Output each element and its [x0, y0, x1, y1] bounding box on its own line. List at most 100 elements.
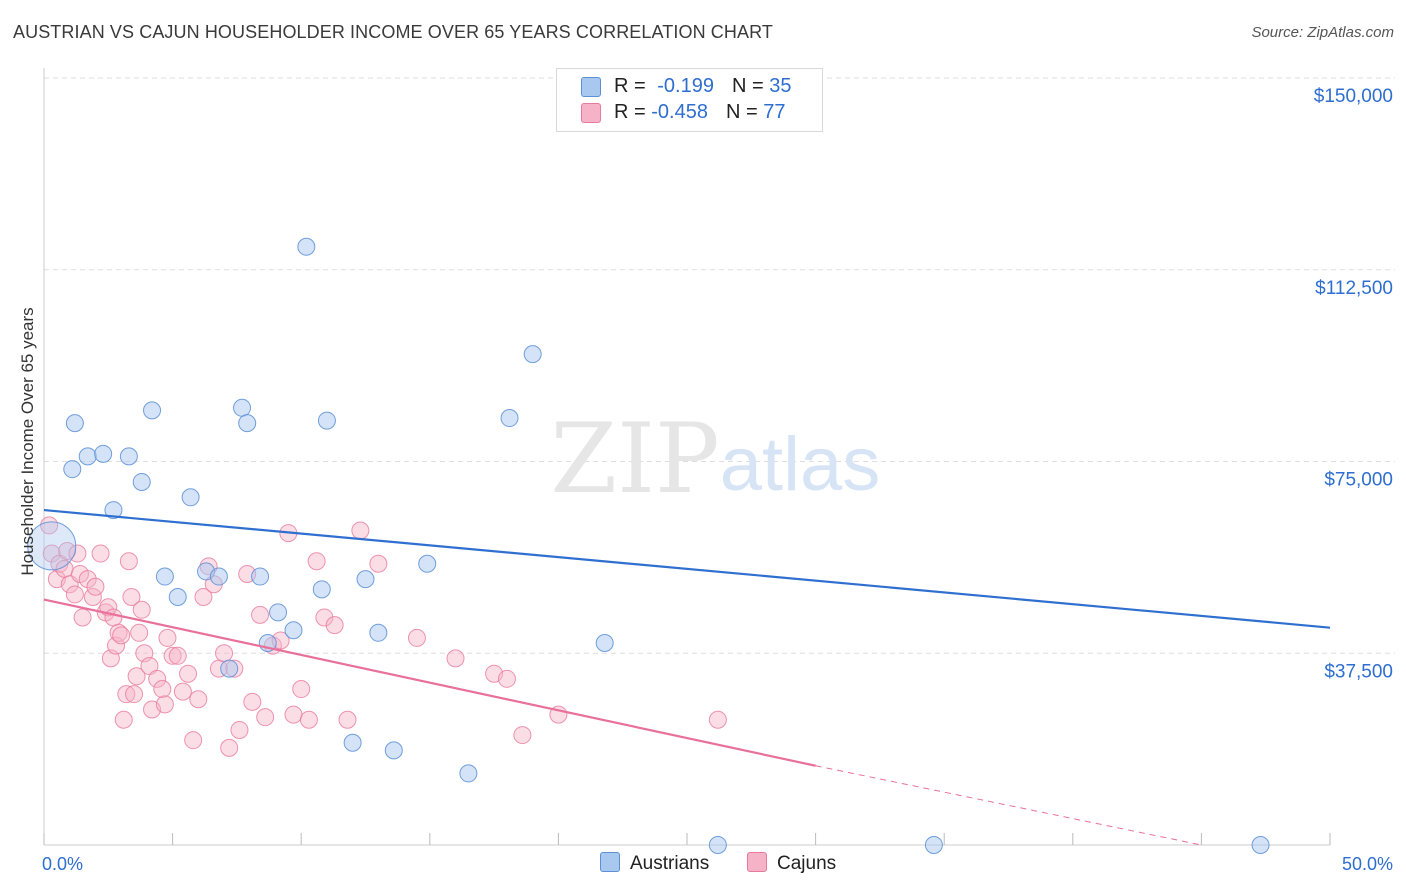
cajun-point: [104, 608, 123, 627]
austrian-point: [297, 237, 316, 256]
cajun-point: [251, 605, 270, 624]
trend-lines: [43, 508, 1331, 846]
austrian-point: [155, 567, 174, 586]
austrians-trend-line: [43, 508, 1331, 629]
cajun-point: [68, 544, 87, 563]
austrian-point: [220, 659, 239, 678]
cajun-point: [155, 695, 174, 714]
cajun-point: [163, 646, 182, 665]
cajun-point: [117, 685, 136, 704]
legend-r-value: -0.458: [651, 101, 708, 123]
watermark-zip: ZIP: [550, 403, 719, 515]
austrian-point: [251, 567, 270, 586]
legend-n-value: 77: [763, 101, 786, 123]
austrian-point: [119, 447, 138, 466]
correlation-legend: R = -0.199 N = 35 R = -0.458 N = 77: [556, 68, 823, 132]
bottom-legend-swatch-austrians: [600, 852, 620, 872]
austrian-point: [143, 401, 162, 420]
austrian-point: [343, 733, 362, 752]
x-tick-labels: 0.0% 50.0%: [42, 854, 1393, 874]
austrian-point: [132, 472, 151, 491]
cajun-point: [114, 710, 133, 729]
austrian-point: [369, 623, 388, 642]
bottom-legend-label-austrians: Austrians: [630, 853, 710, 874]
cajun-point: [158, 628, 177, 647]
cajun-point: [194, 588, 213, 607]
cajun-point: [243, 692, 262, 711]
cajun-point: [173, 682, 192, 701]
cajun-point: [256, 708, 275, 727]
cajun-point: [109, 623, 128, 642]
y-tick-label: $112,500: [1315, 278, 1393, 299]
austrian-point: [284, 621, 303, 640]
y-tick-labels: $37,500 $75,000 $112,500 $150,000: [1314, 86, 1393, 682]
cajun-point: [179, 664, 198, 683]
cajun-point: [83, 588, 102, 607]
bottom-legend-cajuns: Cajuns: [747, 852, 836, 876]
austrian-point: [94, 444, 113, 463]
cajun-point: [122, 588, 141, 607]
cajun-point: [168, 646, 187, 665]
cajun-point: [86, 577, 105, 596]
cajun-point: [42, 544, 61, 563]
legend-r-label: R =: [614, 75, 652, 97]
cajun-point: [220, 738, 239, 757]
cajun-point: [284, 705, 303, 724]
cajun-point: [78, 570, 97, 589]
cajun-point: [184, 731, 203, 750]
bottom-legend-label-cajuns: Cajuns: [777, 853, 837, 874]
cajun-point: [127, 667, 146, 686]
y-axis-label: Householder Income Over 65 years: [18, 307, 37, 576]
cajun-point: [497, 669, 516, 688]
austrian-point: [356, 570, 375, 589]
austrian-point: [459, 764, 478, 783]
cajun-point: [153, 680, 172, 699]
y-tick-label: $150,000: [1314, 86, 1393, 107]
cajuns-trend-extension: [815, 765, 1202, 846]
legend-n-value: 35: [769, 75, 792, 97]
cajuns-trend-line: [43, 598, 816, 767]
austrian-point: [595, 634, 614, 653]
y-tick-label: $37,500: [1324, 661, 1393, 682]
cajun-point: [119, 552, 138, 571]
legend-r-label: R =: [614, 101, 652, 123]
watermark: ZIP atlas: [550, 403, 880, 515]
legend-r-value: -0.199: [657, 75, 714, 97]
cajun-point: [148, 669, 167, 688]
cajun-point: [65, 585, 84, 604]
austrian-point: [209, 567, 228, 586]
austrian-point: [1251, 836, 1270, 854]
x-tick-label: 0.0%: [42, 854, 83, 874]
cajun-point: [299, 710, 318, 729]
legend-text-cajuns: R = -0.458 N = 77: [614, 101, 785, 124]
cajun-point: [215, 644, 234, 663]
cajun-point: [40, 516, 59, 535]
cajun-point: [292, 680, 311, 699]
cajun-point: [351, 521, 370, 540]
y-tick-label: $75,000: [1324, 470, 1393, 491]
bottom-legend-austrians: Austrians: [600, 852, 709, 876]
austrian-point: [238, 414, 257, 433]
legend-text-austrians: R = -0.199 N = 35: [614, 75, 791, 98]
source-label: Source: ZipAtlas.com: [1251, 24, 1394, 41]
cajun-point: [369, 554, 388, 573]
austrian-point: [924, 836, 943, 854]
austrian-point: [233, 398, 252, 417]
austrian-point: [269, 603, 288, 622]
austrian-point: [384, 741, 403, 760]
austrian-point: [317, 411, 336, 430]
series-cajuns: [40, 516, 727, 757]
austrian-point: [78, 447, 97, 466]
cajun-point: [315, 608, 334, 627]
axes: [43, 68, 1331, 846]
cajun-point: [325, 616, 344, 635]
austrian-point: [312, 580, 331, 599]
austrian-point: [708, 836, 727, 854]
cajun-point: [73, 608, 92, 627]
cajun-point: [307, 552, 326, 571]
austrian-point: [523, 345, 542, 364]
austrian-point: [181, 488, 200, 507]
cajun-point: [708, 710, 727, 729]
bottom-legend-swatch-cajuns: [747, 852, 767, 872]
